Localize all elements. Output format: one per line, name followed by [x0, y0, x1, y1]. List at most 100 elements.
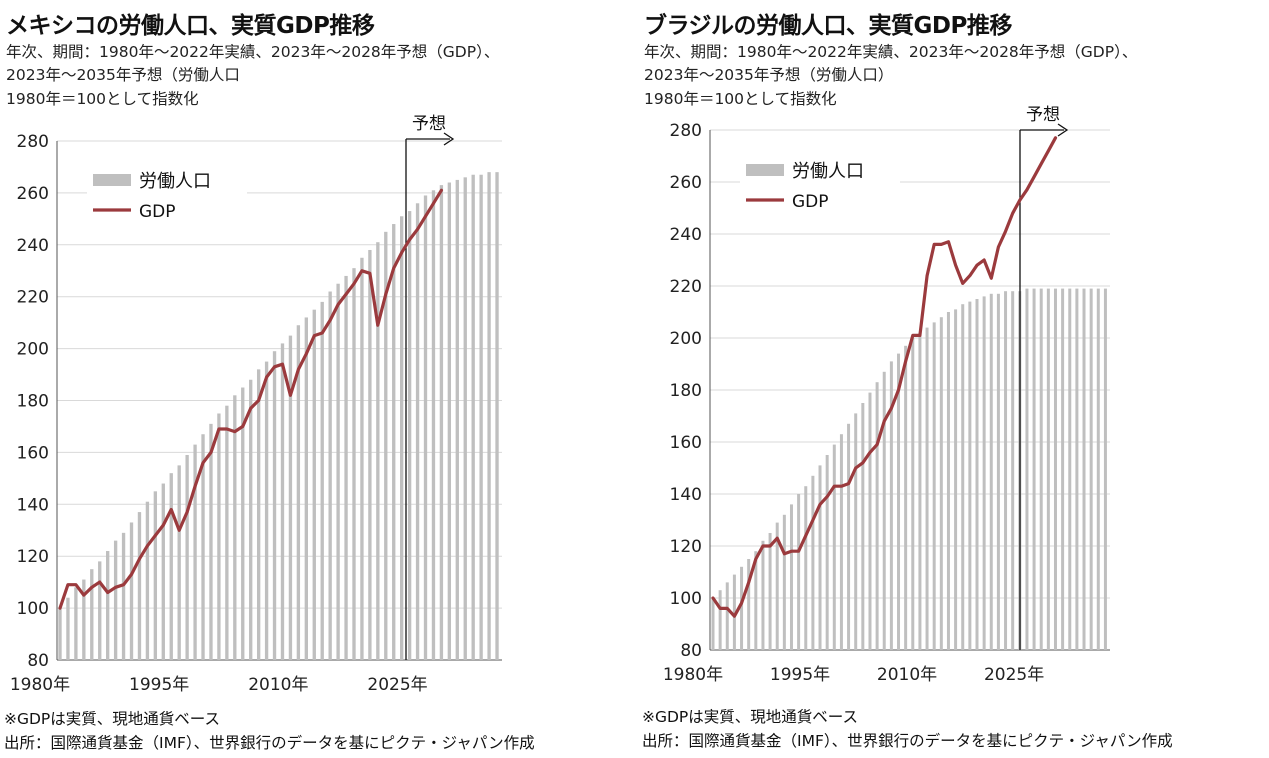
- y-tick-label: 280: [670, 121, 702, 141]
- bar-labor-2017: [975, 299, 979, 650]
- bar-labor-1989: [129, 522, 134, 660]
- bar-labor-1994: [169, 473, 173, 660]
- bar-labor-2029: [1061, 288, 1065, 650]
- bar-labor-2021: [384, 231, 388, 660]
- bar-labor-2018: [360, 257, 364, 660]
- bar-labor-2027: [431, 190, 436, 660]
- bar-labor-2016: [344, 275, 348, 660]
- bar-labor-2000: [854, 413, 858, 650]
- bar-labor-2028: [1053, 288, 1057, 650]
- x-tick-label: 2025年: [984, 665, 1044, 685]
- bar-labor-2013: [320, 301, 324, 660]
- bar-labor-2017: [352, 268, 356, 660]
- y-tick-label: 200: [670, 329, 702, 349]
- bar-labor-2020: [996, 293, 1000, 650]
- forecast-arrow-head: [443, 132, 455, 146]
- footnote: ※GDPは実質、現地通貨ベース: [4, 710, 221, 728]
- bar-labor-1995: [818, 465, 822, 650]
- y-tick-label: 120: [670, 537, 702, 557]
- forecast-label: 予想: [412, 114, 446, 134]
- bar-labor-2001: [861, 403, 865, 650]
- y-tick-label: 80: [680, 641, 702, 661]
- bar-labor-2031: [463, 177, 467, 660]
- bar-labor-1989: [775, 522, 779, 650]
- legend-label-labor: 労働人口: [792, 161, 864, 182]
- y-tick-label: 160: [670, 433, 702, 453]
- bar-labor-2026: [423, 195, 428, 660]
- chart-panel-mexico: メキシコの労働人口、実質GDP推移 年次、期間：1980年～2022年実績、20…: [0, 0, 630, 758]
- bar-labor-2034: [1096, 288, 1100, 650]
- bar-labor-2015: [336, 283, 340, 660]
- forecast-label: 予想: [1026, 105, 1060, 125]
- x-tick-label: 2025年: [367, 675, 427, 695]
- bar-labor-2018: [982, 296, 986, 650]
- chart-mexico: 80 100 120 140 160 180 200 220 240 260 280 予想 1980年 1…: [10, 114, 502, 695]
- bar-labor-2031: [1075, 288, 1079, 650]
- bar-labor-2024: [407, 211, 412, 660]
- footnote: ※GDPは実質、現地通貨ベース: [642, 708, 859, 726]
- bar-labor-2020: [376, 242, 380, 660]
- bar-labor-1998: [201, 434, 205, 660]
- y-tick-label: 120: [17, 547, 49, 567]
- bar-labor-1982: [74, 587, 78, 660]
- bar-labor-2032: [1082, 288, 1086, 650]
- bar-labor-1995: [177, 465, 181, 660]
- bar-labor-2033: [1089, 288, 1093, 650]
- y-tick-label: 180: [670, 381, 702, 401]
- bar-labor-2027: [1046, 288, 1050, 650]
- bar-labor-1983: [732, 574, 736, 650]
- bar-labor-2016: [968, 301, 972, 650]
- bar-labor-1984: [90, 569, 94, 660]
- bar-labor-1986: [754, 551, 758, 650]
- bar-labor-1991: [789, 504, 793, 650]
- bar-labor-2012: [312, 309, 316, 660]
- y-tick-label: 240: [17, 236, 49, 256]
- legend-label-gdp: GDP: [139, 202, 176, 222]
- bar-labor-2028: [439, 185, 444, 661]
- bar-labor-1987: [113, 540, 118, 660]
- bar-labor-2012: [939, 317, 943, 650]
- bar-labor-1986: [106, 551, 110, 660]
- bar-labor-1998: [839, 434, 843, 650]
- bar-labor-2002: [868, 392, 872, 650]
- y-tick-label: 260: [670, 173, 702, 193]
- bar-labor-2032: [471, 174, 475, 661]
- bar-labor-2030: [1068, 288, 1072, 650]
- bar-labor-2002: [233, 395, 237, 660]
- bar-labor-2003: [241, 387, 245, 660]
- bar-labor-2035: [495, 172, 499, 660]
- bar-labor-2004: [249, 379, 253, 660]
- x-tick-label: 1995年: [129, 675, 189, 695]
- y-tick-label: 140: [670, 485, 702, 505]
- bar-labor-2008: [911, 338, 915, 650]
- chart-subtitle-line-2: 2023年～2035年予想（労働人口: [6, 66, 240, 84]
- chart-subtitle-line-3: 1980年＝100として指数化: [6, 90, 199, 108]
- y-tick-label: 240: [670, 225, 702, 245]
- bar-labor-1985: [747, 559, 751, 650]
- bar-labor-2001: [225, 405, 229, 660]
- gdp-line: [711, 136, 1058, 618]
- x-tick-label: 1980年: [663, 665, 723, 685]
- bar-labor-2010: [296, 325, 301, 660]
- bar-labor-1985: [98, 561, 102, 660]
- bar-labor-1981: [66, 597, 70, 660]
- y-tick-label: 160: [17, 443, 49, 463]
- bar-labor-2006: [897, 353, 901, 650]
- bar-labor-1980: [711, 598, 715, 650]
- gdp-line: [58, 188, 443, 610]
- bar-labor-2011: [932, 322, 936, 650]
- bar-labor-1980: [58, 608, 62, 660]
- chart-subtitle-line-1: 年次、期間：1980年～2022年実績、2023年～2028年予想（GDP）、: [644, 43, 1138, 61]
- bar-labor-2019: [989, 293, 993, 650]
- bar-labor-1988: [768, 533, 772, 650]
- bar-labor-2014: [954, 309, 958, 650]
- bar-labor-1988: [121, 532, 126, 660]
- x-tick-label: 1980年: [10, 675, 70, 695]
- bar-labor-2010: [925, 327, 929, 650]
- bar-labor-1991: [145, 501, 150, 660]
- y-tick-label: 80: [27, 651, 49, 671]
- bar-labor-1996: [185, 454, 189, 660]
- y-tick-label: 180: [17, 392, 49, 412]
- bar-labor-2000: [217, 413, 221, 660]
- chart-subtitle-line-3: 1980年＝100として指数化: [644, 90, 837, 108]
